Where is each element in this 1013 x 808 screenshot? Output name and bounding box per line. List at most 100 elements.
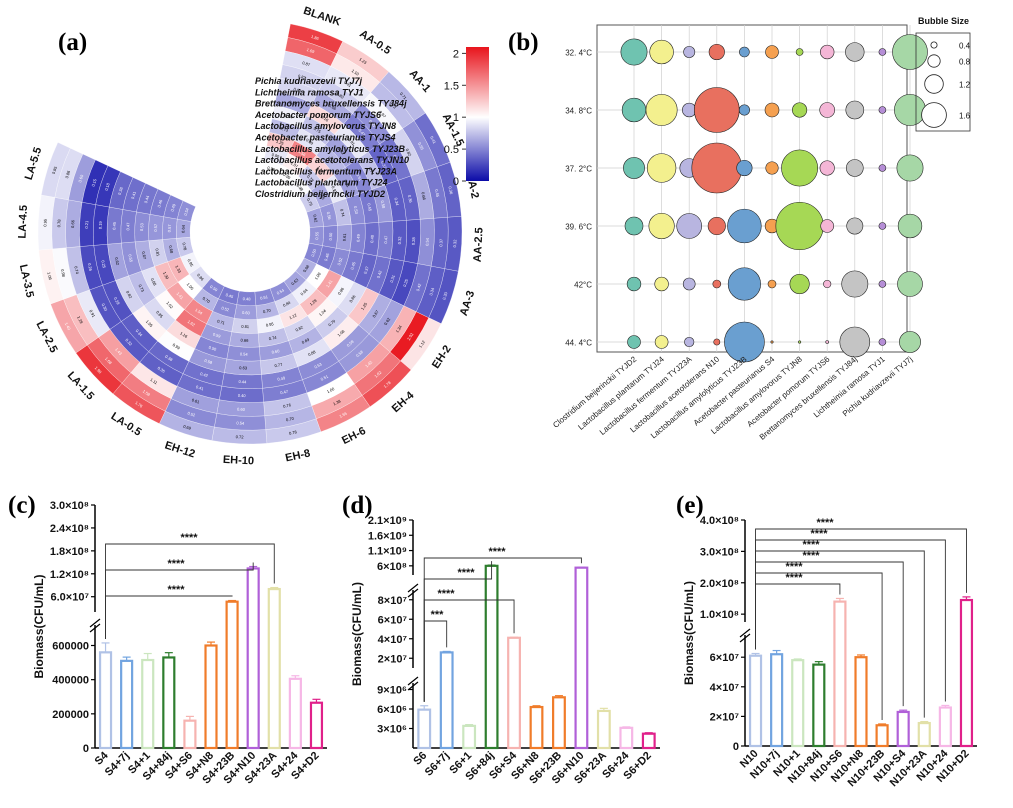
- cell-value-label: 0.54: [424, 237, 429, 246]
- cell-value-label: 0.69: [301, 337, 311, 345]
- bar: [770, 653, 784, 748]
- bubble-point: [676, 213, 703, 239]
- cell-value-label: 0.34: [393, 197, 400, 206]
- condition-label: LA-2.5: [33, 319, 59, 354]
- cell-value-label: 1.12: [288, 312, 298, 320]
- y-tick-label: 2.0×10⁸: [700, 578, 739, 590]
- cell-value-label: 0.78: [56, 219, 61, 228]
- cell-value-label: 0.58: [355, 349, 365, 358]
- cell-value-label: 0.52: [336, 256, 343, 266]
- bubble-point: [654, 276, 669, 292]
- bubble-point: [839, 326, 871, 358]
- cell-value-label: 1.08: [336, 328, 346, 337]
- cell-value-label: 0.68: [168, 245, 175, 254]
- y-tick-label: 2.1×10⁹: [368, 515, 407, 527]
- y-tick-label: 6×10⁶: [377, 704, 407, 716]
- bubble-legend-box: [915, 32, 971, 132]
- condition-label: LA-0.5: [109, 410, 144, 438]
- axis-break-mark: [89, 618, 101, 628]
- cell-value-label: 0.66: [70, 219, 75, 228]
- bar: [246, 567, 260, 750]
- bubble-point: [626, 276, 642, 292]
- bar: [120, 659, 134, 750]
- cell-value-label: 0.41: [195, 384, 205, 391]
- cell-value-label: 0.60: [242, 310, 251, 315]
- bubble-point: [775, 201, 824, 251]
- bubble-point: [878, 280, 887, 288]
- cell-value-label: 1.33: [174, 264, 182, 274]
- cell-value-label: 0.97: [378, 110, 387, 120]
- bubble-point: [648, 212, 675, 240]
- y-tick-label: 1.0×10⁸: [700, 609, 739, 621]
- cell-value-label: 1.41: [325, 278, 334, 288]
- bubble-chart: 32. 4°C34. 8°C37. 2°C39. 6°C42°C44. 4°CC…: [551, 16, 970, 442]
- bar: [309, 701, 324, 750]
- cell-value-label: 0.38: [117, 186, 124, 196]
- cell-value-label: 0.42: [376, 269, 383, 279]
- y-axis-title: Biomass(CFU/mL): [350, 582, 364, 686]
- bubble-legend-label: 1.2: [959, 81, 971, 90]
- cell-value-label: 0.55: [127, 254, 134, 263]
- colorbar: [466, 47, 489, 181]
- cell-value-label: 0.61: [342, 233, 347, 242]
- cell-value-label: 0.73: [280, 126, 290, 133]
- cell-value-label: 0.51: [260, 294, 269, 301]
- cell-value-label: 1.11: [149, 377, 159, 386]
- cell-value-label: 0.81: [154, 248, 161, 257]
- bubble-point: [892, 34, 928, 70]
- cell-value-label: 1.30: [162, 271, 170, 281]
- cell-value-label: 0.77: [274, 362, 283, 369]
- bar: [439, 651, 454, 750]
- cell-value-label: 0.53: [313, 361, 323, 369]
- cell-value-label: 1.12: [418, 339, 427, 349]
- cell-value-label: 0.95: [42, 218, 47, 227]
- axis-break-mark: [407, 583, 419, 593]
- condition-label: EH-12: [163, 439, 196, 460]
- cell-value-label: 0.47: [358, 128, 367, 138]
- significance-bracket: [105, 543, 275, 639]
- y-tick-label: 1.6×10⁹: [368, 530, 407, 542]
- cell-value-label: 0.57: [167, 224, 172, 233]
- cell-value-label: 0.63: [290, 277, 300, 286]
- cell-value-label: 0.82: [125, 290, 133, 300]
- cell-value-label: 0.89: [305, 137, 315, 146]
- y-tick-label: 9×10⁶: [377, 685, 407, 697]
- bubble-point: [708, 43, 725, 61]
- cell-value-label: 0.98: [296, 183, 305, 193]
- cell-value-label: 0.66: [241, 338, 250, 343]
- cell-value-label: 0.42: [415, 282, 422, 292]
- bubble-legend-label: 0.8: [959, 58, 971, 67]
- cell-value-label: 0.40: [238, 393, 247, 398]
- cell-value-label: 0.91: [347, 137, 356, 147]
- bubble-point: [798, 340, 802, 344]
- cell-value-label: 0.73: [137, 283, 145, 293]
- y-tick-label: 0: [733, 741, 739, 753]
- cell-value-label: 0.15: [90, 178, 97, 188]
- cell-value-label: 0.48: [243, 296, 252, 301]
- significance-label: ****: [437, 588, 455, 600]
- cell-value-label: 0.53: [139, 222, 144, 231]
- cell-value-label: 0.99: [172, 342, 182, 351]
- cell-value-label: 0.43: [392, 154, 400, 164]
- cell-value-label: 0.49: [277, 375, 286, 382]
- cell-value-label: 0.35: [157, 365, 167, 374]
- cell-value-label: 0.80: [335, 91, 345, 100]
- cell-value-label: 0.78: [288, 429, 297, 436]
- cell-value-label: 0.47: [280, 389, 289, 396]
- bubble-point: [792, 102, 808, 118]
- bubble-point: [795, 48, 804, 56]
- bar: [162, 656, 176, 750]
- colorbar-tick-label: 2: [453, 48, 459, 60]
- cell-value-label: 0.62: [114, 257, 121, 266]
- cell-value-label: 0.88: [307, 349, 317, 357]
- bubble-point: [878, 48, 887, 56]
- cell-value-label: 0.82: [295, 324, 305, 332]
- cell-value-label: 0.59: [212, 332, 222, 339]
- cell-value-label: 0.64: [180, 224, 185, 233]
- x-tick-label: S4+7j: [103, 750, 132, 779]
- panel-label-c: (c): [8, 492, 36, 519]
- cell-value-label: 1.54: [194, 307, 204, 316]
- bar: [896, 710, 910, 748]
- cell-value-label: 1.07: [290, 160, 300, 169]
- y-tick-label: 600000: [52, 641, 89, 653]
